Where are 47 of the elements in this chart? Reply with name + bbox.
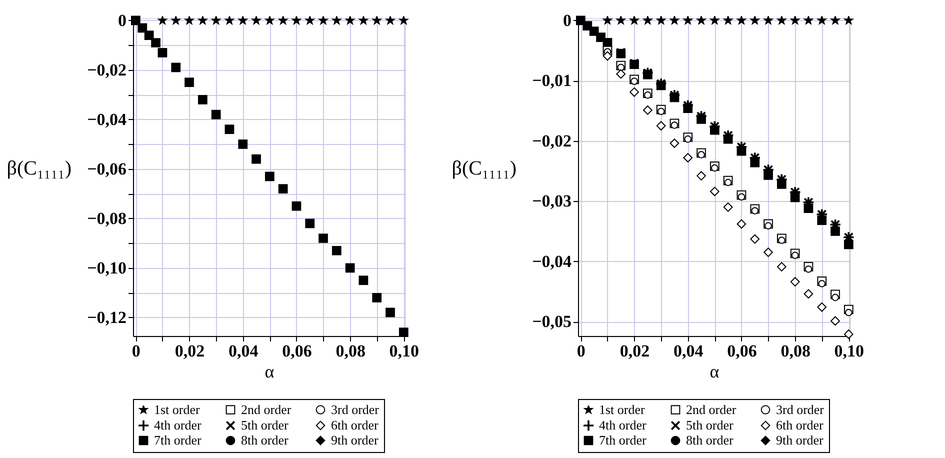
y-tick-label: −0,02 <box>87 60 126 80</box>
y-tick-label: −0,03 <box>532 192 572 211</box>
y-tick-label: 0 <box>563 10 572 30</box>
legend-label: 4th order <box>599 418 647 432</box>
legend-label: 3rd order <box>331 402 380 417</box>
legend-label: 9th order <box>776 432 824 448</box>
x-tick-label: 0,10 <box>389 342 420 360</box>
legend-label: 2nd order <box>241 402 292 417</box>
x-tick-label: 0,04 <box>673 342 704 360</box>
y-tick-label: −0,08 <box>87 208 126 228</box>
legend-label: 9th order <box>331 432 379 448</box>
x-tick-label: 0,08 <box>780 342 810 360</box>
legend-label: 3rd order <box>776 402 825 417</box>
x-tick-label: 0,06 <box>727 342 757 360</box>
legend-label: 7th order <box>154 432 202 448</box>
y-tick-label: −0,05 <box>532 312 572 332</box>
legend-label: 8th order <box>241 432 289 448</box>
x-tick-label: 0,02 <box>620 342 650 360</box>
y-tick-label: −0,04 <box>87 110 127 129</box>
y-axis-title: β(C₁₁₁₁) <box>452 158 516 180</box>
x-tick-label: 0,02 <box>174 342 205 360</box>
legend-label: 5th order <box>686 418 734 432</box>
y-tick-label: −0,06 <box>87 159 126 178</box>
x-tick-label: 0,10 <box>834 342 864 360</box>
y-tick-label: −0,12 <box>87 308 126 327</box>
x-tick-label: 0 <box>576 342 586 360</box>
x-tick-label: 0 <box>132 342 140 360</box>
x-tick-label: 0,04 <box>228 342 259 360</box>
y-axis-title: β(C₁₁₁₁) <box>6 158 72 180</box>
legend-label: 6th order <box>331 418 379 432</box>
legend-label: 1st order <box>154 402 201 417</box>
x-tick-label: 0,08 <box>336 342 366 360</box>
x-axis-title: α <box>710 362 720 382</box>
legend-label: 1st order <box>599 402 646 417</box>
y-tick-label: −0,10 <box>87 258 126 278</box>
legend-label: 7th order <box>599 432 647 448</box>
y-tick-label: 0 <box>118 10 126 30</box>
x-axis-title: α <box>264 362 275 382</box>
legend-label: 5th order <box>241 418 289 432</box>
legend-label: 8th order <box>686 432 734 448</box>
x-tick-label: 0,06 <box>282 342 312 360</box>
legend-label: 2nd order <box>686 402 737 417</box>
y-tick-label: −0,01 <box>532 71 572 90</box>
legend-label: 6th order <box>776 418 824 432</box>
legend-label: 4th order <box>154 418 202 432</box>
y-tick-label: −0,02 <box>532 131 572 150</box>
y-tick-label: −0,04 <box>532 252 572 271</box>
